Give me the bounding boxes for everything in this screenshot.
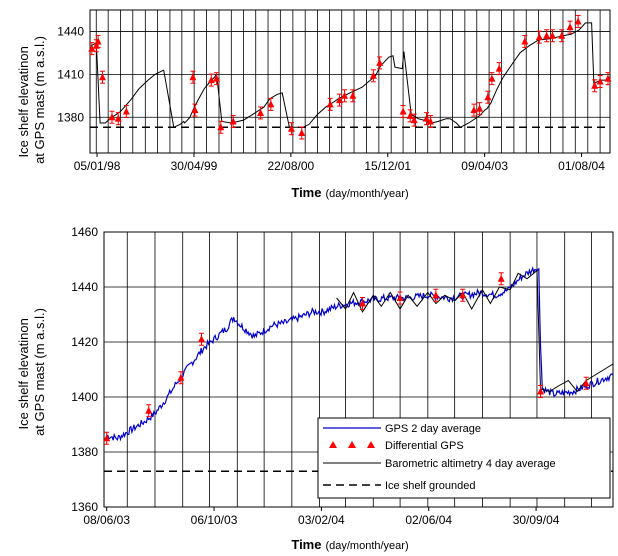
dgps-point [376, 58, 384, 66]
x-tick-label: 15/12/01 [364, 159, 411, 173]
dgps-point [604, 74, 612, 82]
dgps-point [122, 107, 130, 115]
dgps-point [217, 123, 225, 131]
x-tick-label: 05/01/98 [74, 159, 121, 173]
dgps-point [423, 114, 431, 122]
y-tick-label: 1420 [71, 335, 98, 349]
legend-swatch-dgps-marker-2 [348, 441, 356, 448]
bottom-series-layer [103, 266, 614, 445]
dgps-point [88, 44, 96, 52]
top-series-layer [88, 14, 612, 140]
legend-swatch-dgps-marker-3 [367, 441, 375, 448]
dgps-point [497, 274, 505, 282]
bottom-x-tick-labels: 08/06/03 06/10/03 03/02/04 02/06/04 30/09/04 [83, 507, 560, 527]
dgps-point [399, 107, 407, 115]
dgps-point [298, 128, 306, 136]
legend-label-gps: GPS 2 day average [385, 423, 481, 435]
y-tick-label: 1380 [71, 445, 98, 459]
dgps-point [459, 291, 467, 299]
dgps-point [359, 299, 367, 307]
dgps-point [94, 37, 102, 45]
x-tick-label: 08/06/03 [83, 513, 130, 527]
dgps-point [582, 379, 590, 387]
series-line-barometric-altimetry-4-day-average [90, 22, 609, 129]
x-tick-label: 22/08/00 [267, 159, 314, 173]
dgps-point [558, 31, 566, 39]
dgps-point [257, 108, 265, 116]
dgps-point [566, 23, 574, 31]
dgps-point [213, 74, 221, 82]
dgps-point [114, 114, 122, 122]
dgps-point [521, 37, 529, 45]
y-tick-label: 1410 [57, 67, 84, 81]
dgps-point [484, 93, 492, 101]
dgps-point [369, 71, 377, 79]
top-y-axis-title: Ice shelf elevatinon at GPS mast (m a.s.… [16, 36, 47, 164]
top-plot-area [89, 9, 611, 154]
dgps-point [108, 113, 116, 121]
legend-label-grounded: Ice shelf grounded [385, 480, 476, 492]
x-tick-label: 30/04/99 [171, 159, 218, 173]
dgps-point [406, 111, 414, 119]
dgps-point [596, 77, 604, 85]
x-tick-label: 02/06/04 [405, 513, 452, 527]
dgps-point [488, 74, 496, 82]
dgps-point [574, 17, 582, 25]
dgps-point [326, 100, 334, 108]
dgps-point [476, 104, 484, 112]
dgps-point [543, 31, 551, 39]
dgps-point [349, 91, 357, 99]
legend-swatch-dgps-marker-1 [329, 441, 337, 448]
dgps-point [470, 106, 478, 114]
y-tick-label: 1460 [71, 225, 98, 239]
x-tick-label: 01/08/04 [558, 159, 605, 173]
x-tick-label: 30/09/04 [513, 513, 560, 527]
dgps-point [145, 406, 153, 414]
dgps-point [267, 100, 275, 108]
x-tick-label: 09/04/03 [461, 159, 508, 173]
y-tick-label: 1400 [71, 390, 98, 404]
x-tick-label: 06/10/03 [191, 513, 238, 527]
dgps-point [432, 291, 440, 299]
dgps-point [341, 91, 349, 99]
dgps-point [198, 335, 206, 343]
dgps-point [103, 434, 111, 442]
legend: GPS 2 day average Differential GPS Barom… [317, 417, 611, 499]
dgps-point [535, 33, 543, 41]
bottom-chart: 1360 1380 1400 1420 1440 1460 08/06/03 06/10/0… [16, 225, 614, 552]
dgps-point [191, 106, 199, 114]
top-x-tick-labels: 05/01/98 30/04/99 22/08/00 15/12/01 09/04/03… [74, 153, 605, 173]
bottom-y-tick-labels: 1360 1380 1400 1420 1440 1460 [71, 225, 98, 514]
x-tick-label: 03/02/04 [298, 513, 345, 527]
bottom-x-axis-title: Time (day/month/year) [291, 537, 408, 552]
y-tick-label: 1360 [71, 500, 98, 514]
legend-label-dgps: Differential GPS [385, 440, 464, 452]
dgps-point [287, 124, 295, 132]
dgps-point [495, 64, 503, 72]
top-x-axis-title: Time (day/month/year) [291, 185, 408, 200]
top-chart: 1380 1410 1440 05/01/98 30/04/99 22/08/00 15/… [16, 9, 612, 200]
dgps-point [548, 31, 556, 39]
bottom-y-axis-title: Ice shelf elevatinon at GPS mast (m a.s.… [16, 308, 47, 436]
dgps-point [591, 81, 599, 89]
y-tick-label: 1380 [57, 110, 84, 124]
series-line-barometric-altimetry-4-day-average [336, 269, 614, 393]
legend-label-baro: Barometric altimetry 4 day average [385, 458, 556, 470]
dgps-point [537, 387, 545, 395]
y-tick-label: 1440 [71, 280, 98, 294]
dgps-point [207, 76, 215, 84]
dgps-point [396, 294, 404, 301]
dgps-point [177, 373, 185, 381]
dgps-point [410, 116, 418, 124]
dgps-point [189, 73, 197, 81]
top-y-tick-labels: 1380 1410 1440 [57, 24, 84, 124]
dgps-point [336, 96, 344, 104]
dgps-point [99, 73, 107, 81]
dgps-point [229, 117, 237, 125]
y-tick-label: 1440 [57, 24, 84, 38]
dgps-point [427, 117, 435, 125]
